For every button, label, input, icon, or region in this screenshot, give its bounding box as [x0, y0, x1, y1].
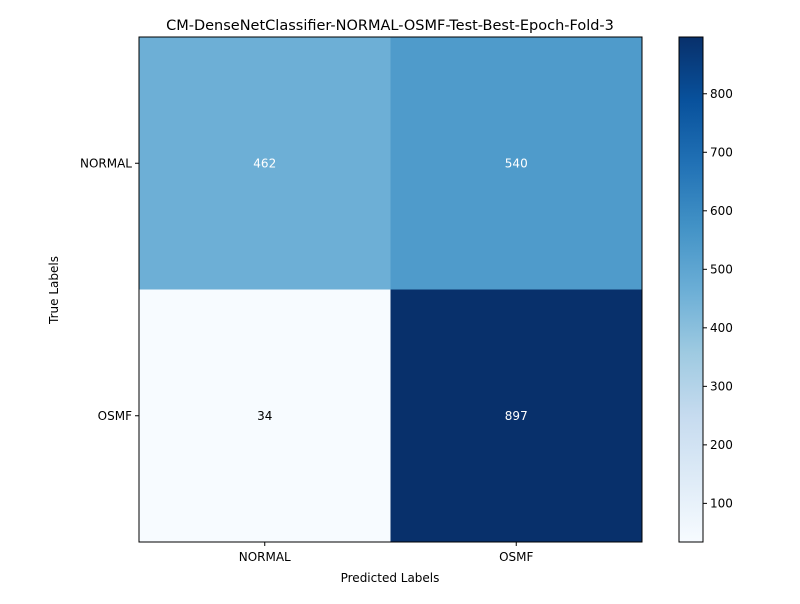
x-axis-ticks: NORMAL OSMF [239, 542, 534, 564]
heatmap-cell [390, 37, 642, 290]
heatmap-cell [390, 289, 642, 542]
cell-value-label: 897 [505, 409, 528, 423]
y-axis-ticks: NORMAL OSMF [80, 156, 139, 423]
colorbar-tick-label: 200 [710, 438, 733, 452]
cell-value-labels: 462 540 34 897 [253, 156, 527, 423]
colorbar-tick-label: 700 [710, 145, 733, 159]
heatmap-cell [139, 37, 391, 290]
y-tick-label: OSMF [98, 409, 132, 423]
y-tick-label: NORMAL [80, 156, 132, 170]
chart-title: CM-DenseNetClassifier-NORMAL-OSMF-Test-B… [166, 18, 614, 34]
x-axis-label: Predicted Labels [341, 571, 440, 585]
cell-value-label: 34 [257, 409, 272, 423]
heatmap-cells [139, 37, 642, 542]
cell-value-label: 540 [505, 156, 528, 170]
colorbar-tick-label: 100 [710, 496, 733, 510]
colorbar [678, 36, 704, 543]
colorbar-tick-label: 800 [710, 87, 733, 101]
colorbar-ticks: 100 200 300 400 500 600 700 800 [703, 87, 733, 510]
y-axis-label: True Labels [47, 256, 61, 325]
x-tick-label: OSMF [499, 550, 533, 564]
colorbar-tick-label: 300 [710, 379, 733, 393]
colorbar-tick-label: 400 [710, 321, 733, 335]
plot-frame [138, 36, 643, 543]
colorbar-tick-label: 600 [710, 204, 733, 218]
cell-value-label: 462 [253, 156, 276, 170]
heatmap-cell [139, 289, 391, 542]
x-tick-label: NORMAL [239, 550, 291, 564]
colorbar-tick-label: 500 [710, 262, 733, 276]
